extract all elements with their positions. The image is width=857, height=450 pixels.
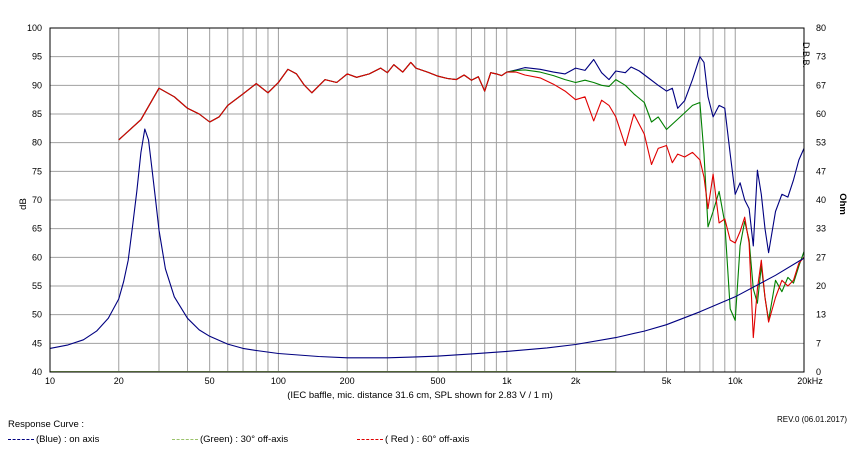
y-left-tick-label: 70 [32,195,42,205]
legend-item-red: ( Red ) : 60° off-axis [357,434,469,445]
y-right-tick-label: 33 [816,224,826,234]
legend-swatch-red [357,438,383,440]
y-left-tick-label: 65 [32,224,42,234]
y-right-tick-label: 20 [816,281,826,291]
y-right-tick-label: 80 [816,23,826,33]
y-right-tick-label: 40 [816,195,826,205]
y-right-tick-label: 53 [816,138,826,148]
y-axis-right-label: Ohm [837,193,848,215]
x-tick-label: 5k [662,376,672,386]
measurement-footnote: (IEC baffle, mic. distance 31.6 cm, SPL … [287,390,553,401]
legend-label-green: (Green) : 30° off-axis [200,434,289,445]
y-right-tick-label: 73 [816,52,826,62]
y-left-tick-label: 75 [32,166,42,176]
x-tick-label: 1k [502,376,512,386]
series-layer [49,56,805,373]
legend-item-blue: (Blue) : on axis [8,434,99,445]
x-tick-label: 10 [45,376,55,386]
y-right-tick-label: 47 [816,166,826,176]
y-right-tick-label: 13 [816,310,826,320]
x-tick-label: 20kHz [797,376,823,386]
y-left-tick-label: 85 [32,109,42,119]
x-tick-label: 10k [728,376,743,386]
series-line-on-axis [118,56,805,254]
y-left-tick-label: 40 [32,367,42,377]
x-tick-label: 100 [271,376,286,386]
y-left-tick-label: 60 [32,252,42,262]
y-right-tick-label: 0 [816,367,821,377]
x-tick-label: 200 [340,376,355,386]
legend-label-blue: (Blue) : on axis [36,434,100,445]
y-right-tick-label: 7 [816,338,821,348]
grid-lines [49,27,805,373]
y-left-tick-label: 80 [32,138,42,148]
y-right-tick-label: 67 [816,80,826,90]
y-axis-left-label: dB [18,198,29,210]
y-left-tick-label: 50 [32,310,42,320]
y-right-tick-label: 60 [816,109,826,119]
legend-swatch-green [172,438,198,440]
y-left-tick-label: 95 [32,52,42,62]
y-left-tick-label: 100 [27,23,42,33]
legend-item-green: (Green) : 30° off-axis [172,434,288,445]
y-left-tick-label: 45 [32,338,42,348]
series-line-30-off-axis [118,61,805,321]
y-left-tick-label: 55 [32,281,42,291]
frequency-response-chart: 40 45 50 55 60 65 70 75 80 85 90 95 100 0 7 13 20 27 33 40 4… [18,23,848,401]
x-tick-label: 500 [431,376,446,386]
series-line-impedance [49,128,805,359]
axes: 40 45 50 55 60 65 70 75 80 85 90 95 100 0 7 13 20 27 33 40 4… [27,23,826,386]
series-line-60-off-axis [118,61,805,339]
x-tick-label: 50 [205,376,215,386]
revision-label: REV.0 (06.01.2017) [777,415,847,424]
y-right-tick-label: 27 [816,252,826,262]
plot-frame [49,27,805,373]
legend-label-red: ( Red ) : 60° off-axis [385,434,470,445]
x-tick-label: 2k [571,376,581,386]
watermark-text: D.B.B. [801,42,811,68]
legend-swatch-blue [8,438,34,440]
legend-title: Response Curve : [8,419,85,430]
x-tick-label: 20 [114,376,124,386]
y-left-tick-label: 90 [32,80,42,90]
